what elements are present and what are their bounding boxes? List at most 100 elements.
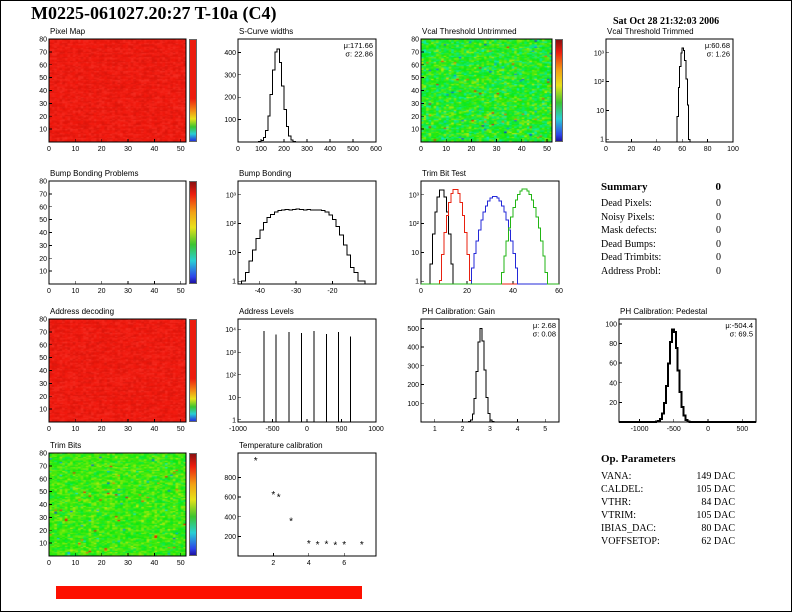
vcal_untrimmed-heatmap <box>421 39 552 142</box>
x-tick-label: 200 <box>278 146 290 153</box>
y-tick-label: 1 <box>232 279 236 286</box>
stats-text: σ: 1.26 <box>707 50 730 59</box>
y-tick-label: 80 <box>39 179 47 186</box>
colorbar <box>189 319 197 422</box>
panel-ph_pedestal: PH Calibration: Pedestal -1000 -500 0 500 20 4… <box>605 307 757 433</box>
x-tick-label: 0 <box>47 146 51 153</box>
panel-address_decoding: Address decoding 0 10 20 30 40 50 10 20 30 40 50 60 7… <box>39 307 197 433</box>
histogram-series <box>619 328 756 423</box>
x-tick-label: 6 <box>342 560 346 567</box>
stats-text: μ:171.66 <box>344 41 373 50</box>
x-tick-label: 1 <box>433 426 437 433</box>
x-tick-label: 50 <box>177 146 185 153</box>
plot-frame <box>237 452 377 557</box>
x-tick-label: -500 <box>265 426 279 433</box>
plot-bump_problems: 0 10 20 30 40 50 10 20 30 40 50 60 70 80 <box>39 179 187 295</box>
y-tick-label: 1 <box>232 417 236 424</box>
stats-text: μ:60.68 <box>705 41 730 50</box>
panel-title: Bump Bonding Problems <box>50 169 139 178</box>
x-tick-label: 40 <box>150 426 158 433</box>
op-parameter-label: VOFFSETOP: <box>601 536 660 547</box>
y-tick-label: 10³ <box>226 192 237 199</box>
y-tick-label: 60 <box>39 62 47 69</box>
y-tick-label: 20 <box>39 114 47 121</box>
histogram-series <box>421 189 559 285</box>
x-tick-label: 500 <box>347 146 359 153</box>
y-tick-label: 50 <box>39 217 47 224</box>
data-marker: * <box>307 539 311 550</box>
y-tick-label: 200 <box>407 382 419 389</box>
x-tick-label: 20 <box>98 560 106 567</box>
x-tick-label: 20 <box>463 288 471 295</box>
y-tick-label: 60 <box>411 62 419 69</box>
y-tick-label: 80 <box>39 317 47 324</box>
y-tick-label: 40 <box>39 88 47 95</box>
y-tick-label: 50 <box>411 75 419 82</box>
plot-ph_gain: 1 2 3 4 5 100 200 300 400 500 μ: 2.68σ: 0.08 <box>407 318 560 433</box>
histogram-series <box>238 48 376 143</box>
address_decoding-heatmap <box>49 319 186 422</box>
summary-title: Summary <box>601 181 648 193</box>
y-tick-label: 10² <box>226 221 237 228</box>
summary-row-label: Dead Trimbits: <box>601 252 662 263</box>
pixel_map-heatmap <box>49 39 186 142</box>
y-tick-label: 10 <box>39 541 47 548</box>
x-tick-label: 50 <box>543 146 551 153</box>
y-tick-label: 60 <box>39 476 47 483</box>
histogram-series <box>241 208 366 284</box>
x-tick-label: 50 <box>177 560 185 567</box>
x-tick-label: 0 <box>419 146 423 153</box>
summary-row: Dead Pixels: 0 <box>601 197 721 211</box>
summary-row-value: 0 <box>716 198 721 209</box>
page-title: M0225-061027.20:27 T-10a (C4) <box>31 3 277 23</box>
y-tick-label: 40 <box>39 368 47 375</box>
plot-scurve_widths: 0 100 200 300 400 500 600 100 200 300 400 μ:171.66σ… <box>224 38 382 153</box>
bottom-red-bar <box>56 586 362 599</box>
y-tick-label: 10² <box>409 221 420 228</box>
plot-frame <box>237 38 377 143</box>
x-tick-label: 40 <box>150 288 158 295</box>
data-marker: * <box>342 540 346 551</box>
panel-title: PH Calibration: Gain <box>422 307 495 316</box>
x-tick-label: 4 <box>307 560 311 567</box>
x-tick-label: 3 <box>488 426 492 433</box>
y-tick-label: 70 <box>411 49 419 56</box>
data-marker: * <box>277 492 281 503</box>
y-tick-label: 80 <box>39 37 47 44</box>
y-tick-label: 30 <box>411 101 419 108</box>
panel-title: Bump Bonding <box>239 169 292 178</box>
y-tick-label: 200 <box>224 534 236 541</box>
panel-bump_problems: Bump Bonding Problems 0 10 20 30 40 50 10 20 30 40… <box>39 169 197 295</box>
x-tick-label: 4 <box>516 426 520 433</box>
y-tick-label: 20 <box>39 256 47 263</box>
summary-row-value: 0 <box>716 252 721 263</box>
summary-row-label: Mask defects: <box>601 225 657 236</box>
data-marker: * <box>316 540 320 551</box>
op-parameters-title: Op. Parameters <box>601 453 676 465</box>
colorbar <box>189 181 197 284</box>
y-tick-label: 10 <box>39 407 47 414</box>
histogram-series <box>421 195 559 285</box>
op-parameter-row: CALDEL: 105 DAC <box>601 483 735 496</box>
summary-panel: Summary 0 Dead Pixels: 0 Noisy Pixels: 0… <box>601 181 721 278</box>
panel-title: Vcal Threshold Trimmed <box>607 27 694 36</box>
panel-title: Vcal Threshold Untrimmed <box>422 27 517 36</box>
x-tick-label: 100 <box>255 146 267 153</box>
op-parameter-value: 80 DAC <box>701 523 735 534</box>
op-parameter-label: CALDEL: <box>601 484 644 495</box>
summary-row: Dead Bumps: 0 <box>601 238 721 252</box>
x-tick-label: 0 <box>47 426 51 433</box>
panel-temp_cal: Temperature calibration 2 4 6 200 400 600 800 * *… <box>224 441 377 567</box>
op-parameter-row: VTRIM: 105 DAC <box>601 509 735 522</box>
x-tick-label: 40 <box>518 146 526 153</box>
y-tick-label: 70 <box>39 329 47 336</box>
x-tick-label: 30 <box>124 426 132 433</box>
op-parameter-row: VTHR: 84 DAC <box>601 496 735 509</box>
y-tick-label: 80 <box>411 37 419 44</box>
y-tick-label: 10³ <box>409 192 420 199</box>
y-tick-label: 800 <box>224 475 236 482</box>
y-tick-label: 30 <box>39 515 47 522</box>
x-tick-label: 20 <box>628 146 636 153</box>
panel-scurve_widths: S-Curve widths 0 100 200 300 400 500 600 100 200 3… <box>224 27 382 153</box>
x-tick-label: 2 <box>271 560 275 567</box>
